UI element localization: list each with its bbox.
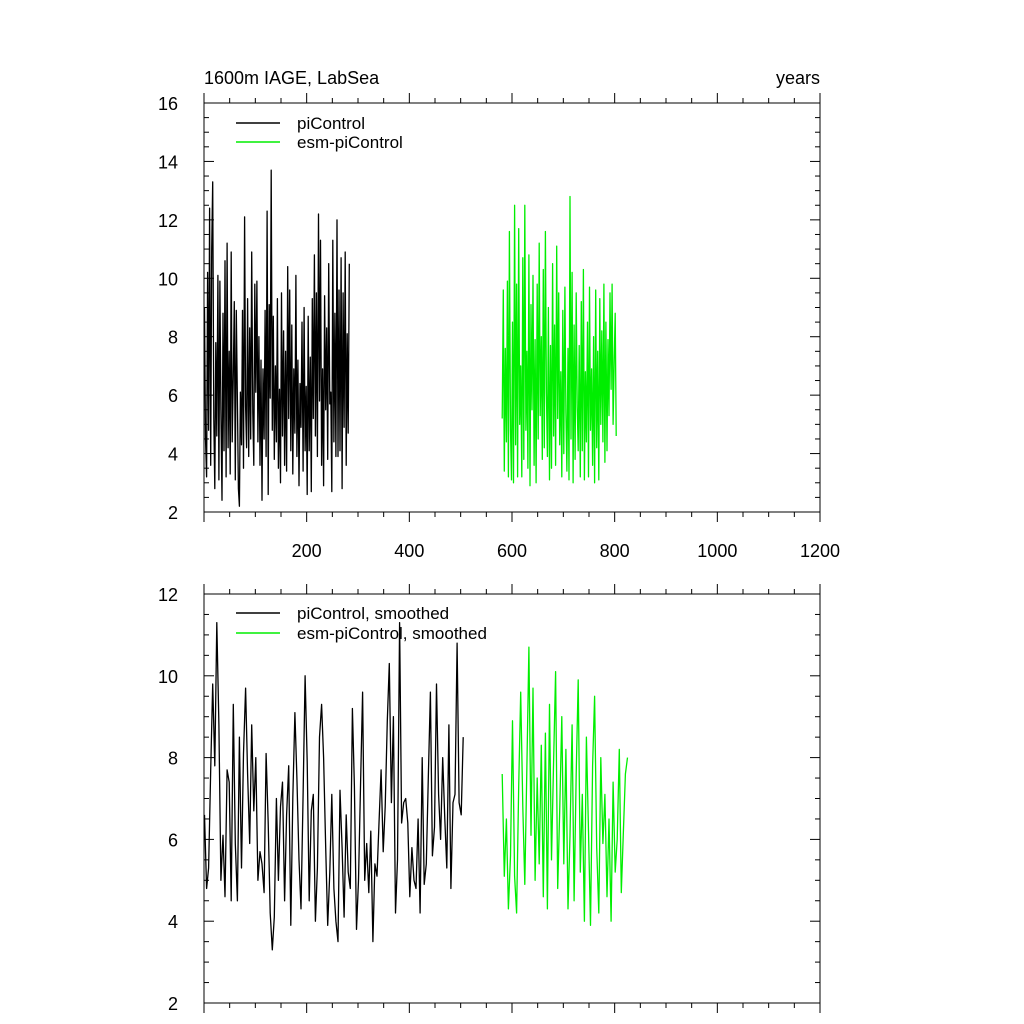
y-tick-label: 4 [168,445,178,465]
legend-label-esm-picontrol: esm-piControl [297,133,403,152]
y-tick-label: 4 [168,912,178,932]
chart-title: 1600m IAGE, LabSea [204,68,380,88]
legend: piControl, smoothed esm-piControl, smoot… [236,604,487,643]
y-tick-label: 10 [158,667,178,687]
series-layer [203,169,617,507]
series-line-1 [501,195,617,487]
series-layer [203,621,629,951]
x-tick-label: 800 [600,541,630,561]
y-tick-label: 10 [158,269,178,289]
y-tick-label: 8 [168,749,178,769]
y-tick-label: 2 [168,503,178,523]
y-tick-label: 8 [168,328,178,348]
tick-layer: 2 4 6 8 10 12 [158,584,821,1014]
panel-iage-smoothed: 2 4 6 8 10 12 piControl, smoothed esm-piContr… [158,584,821,1014]
legend: piControl esm-piControl [236,114,403,152]
series-line-0 [203,169,350,507]
y-tick-label: 14 [158,152,178,172]
x-tick-label: 1200 [800,541,840,561]
y-tick-label: 2 [168,994,178,1014]
x-tick-label: 1000 [697,541,737,561]
legend-label-picontrol-smoothed: piControl, smoothed [297,604,449,623]
units-label: years [776,68,820,88]
y-tick-label: 16 [158,94,178,114]
y-tick-label: 12 [158,585,178,605]
x-tick-label: 200 [292,541,322,561]
series-line-0 [203,621,464,951]
series-line-1 [501,646,629,926]
y-tick-label: 6 [168,386,178,406]
legend-label-picontrol: piControl [297,114,365,133]
y-tick-label: 6 [168,830,178,850]
x-tick-label: 600 [497,541,527,561]
panel-iage-raw: 1600m IAGE, LabSea years 200 400 600 800 100… [158,68,840,561]
plot-frame [203,593,821,1004]
y-tick-label: 12 [158,211,178,231]
legend-label-esm-picontrol-smoothed: esm-piControl, smoothed [297,624,487,643]
x-tick-label: 400 [394,541,424,561]
tick-layer: 200 400 600 800 1000 1200 2 4 6 8 10 12 14 16 [158,93,840,561]
